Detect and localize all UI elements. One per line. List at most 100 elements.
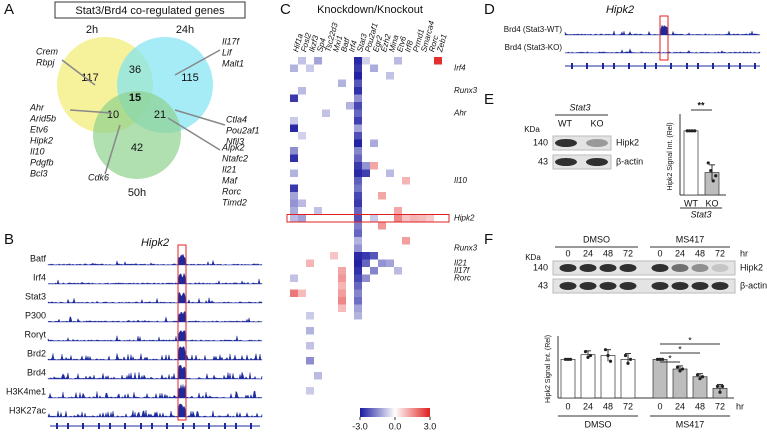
track-label: H3K27ac xyxy=(9,405,47,415)
exon xyxy=(754,63,756,69)
heatmap-cell xyxy=(290,154,298,162)
heatmap-cell xyxy=(354,184,362,192)
x-tick-label: 0 xyxy=(657,401,662,411)
heatmap-cell xyxy=(290,64,298,72)
leader-line xyxy=(69,109,113,114)
treatment-label: MS417 xyxy=(676,234,705,244)
gene-name: Cdk6 xyxy=(88,172,109,182)
data-point xyxy=(583,350,588,354)
heatmap-cell xyxy=(354,102,362,110)
row-label: Runx3 xyxy=(454,243,478,252)
data-point xyxy=(718,390,722,394)
blot xyxy=(552,278,736,294)
blot-band xyxy=(671,264,689,272)
data-point xyxy=(675,365,680,369)
heatmap-cell xyxy=(314,207,322,215)
treatment-label: DMSO xyxy=(583,234,610,244)
exon xyxy=(613,63,615,69)
data-point xyxy=(714,174,718,178)
gene-name: Hipk2 xyxy=(30,135,53,145)
marker-label: 43 xyxy=(538,156,548,166)
leader-line xyxy=(174,109,226,126)
heatmap-cell xyxy=(402,214,410,222)
heatmap-cell xyxy=(354,289,362,297)
heatmap-cell xyxy=(386,259,394,267)
bar xyxy=(683,130,699,196)
venn-circle xyxy=(93,91,181,179)
heatmap-cell xyxy=(306,64,314,72)
blot-band xyxy=(579,264,597,272)
row-label: Il21 xyxy=(454,258,467,267)
gene-name: Bcl3 xyxy=(30,168,48,178)
data-point xyxy=(711,179,715,183)
data-point xyxy=(688,129,692,133)
data-point xyxy=(626,361,630,365)
venn-count: 117 xyxy=(81,72,99,84)
heatmap-cell xyxy=(362,274,370,282)
data-point xyxy=(690,129,694,133)
data-point xyxy=(678,369,682,373)
heatmap-cell xyxy=(306,342,314,350)
panel-label: F xyxy=(484,231,493,248)
exon xyxy=(98,423,100,429)
venn-count: 36 xyxy=(129,64,141,76)
row-label: Hipk2 xyxy=(454,213,475,222)
heatmap-cell xyxy=(298,132,306,140)
track-title: Hipk2 xyxy=(141,237,169,249)
bar xyxy=(580,354,596,399)
blot-band xyxy=(691,282,709,290)
panel-label: B xyxy=(4,231,14,248)
marker-label: 140 xyxy=(533,137,548,147)
column-label: Ikzf3 xyxy=(307,34,320,53)
gene-name: Ntafc2 xyxy=(222,153,248,163)
x-tick-label: 0 xyxy=(565,401,570,411)
heatmap-cell xyxy=(386,169,394,177)
significance-label: * xyxy=(688,335,692,345)
unit-label: hr xyxy=(736,401,744,411)
highlight-box xyxy=(177,244,187,421)
heatmap-cell xyxy=(354,147,362,155)
column-label: Irf4 xyxy=(347,39,359,53)
data-point xyxy=(698,377,702,381)
track-label: Brd4 xyxy=(27,367,46,377)
heatmap-cell xyxy=(298,199,306,207)
exon xyxy=(82,423,84,429)
heatmap-cell xyxy=(354,154,362,162)
blot-band xyxy=(586,139,608,147)
time-label: 0 xyxy=(657,248,662,258)
y-axis-label: Hipk2 Signal Int. (Rel) xyxy=(667,122,674,190)
heatmap-cell xyxy=(306,312,314,320)
blot-band xyxy=(579,282,597,290)
heatmap-cell xyxy=(354,72,362,80)
gene-name: Rbpj xyxy=(36,57,56,67)
data-point xyxy=(603,348,608,352)
exon xyxy=(182,423,184,429)
lane-label: KO xyxy=(590,118,603,128)
signal-track xyxy=(47,311,263,323)
panel-label: C xyxy=(280,1,291,18)
row-label: Ahr xyxy=(453,108,467,117)
set-label: 24h xyxy=(176,24,194,36)
heatmap-cell xyxy=(338,267,346,275)
exon xyxy=(586,63,588,69)
heatmap-cell xyxy=(354,312,362,320)
blot-band xyxy=(559,282,577,290)
heatmap-cell xyxy=(354,297,362,305)
row-label: Il17f xyxy=(454,266,470,275)
kda-label: KDa xyxy=(524,125,540,134)
heatmap-cell xyxy=(354,124,362,132)
heatmap-cell xyxy=(354,267,362,275)
blot-band xyxy=(559,264,577,272)
time-label: 0 xyxy=(565,248,570,258)
signal-track xyxy=(47,364,263,380)
heatmap-cell xyxy=(378,192,386,200)
gene-name: Ctla4 xyxy=(226,114,247,124)
data-point xyxy=(680,367,685,371)
column-label: Sp4 xyxy=(315,36,328,53)
gene-name: Timd2 xyxy=(222,197,247,207)
data-point xyxy=(709,169,713,173)
kda-label: KDa xyxy=(525,253,541,262)
data-point xyxy=(606,353,610,358)
heatmap-cell xyxy=(370,267,378,275)
leader-line xyxy=(174,49,221,76)
